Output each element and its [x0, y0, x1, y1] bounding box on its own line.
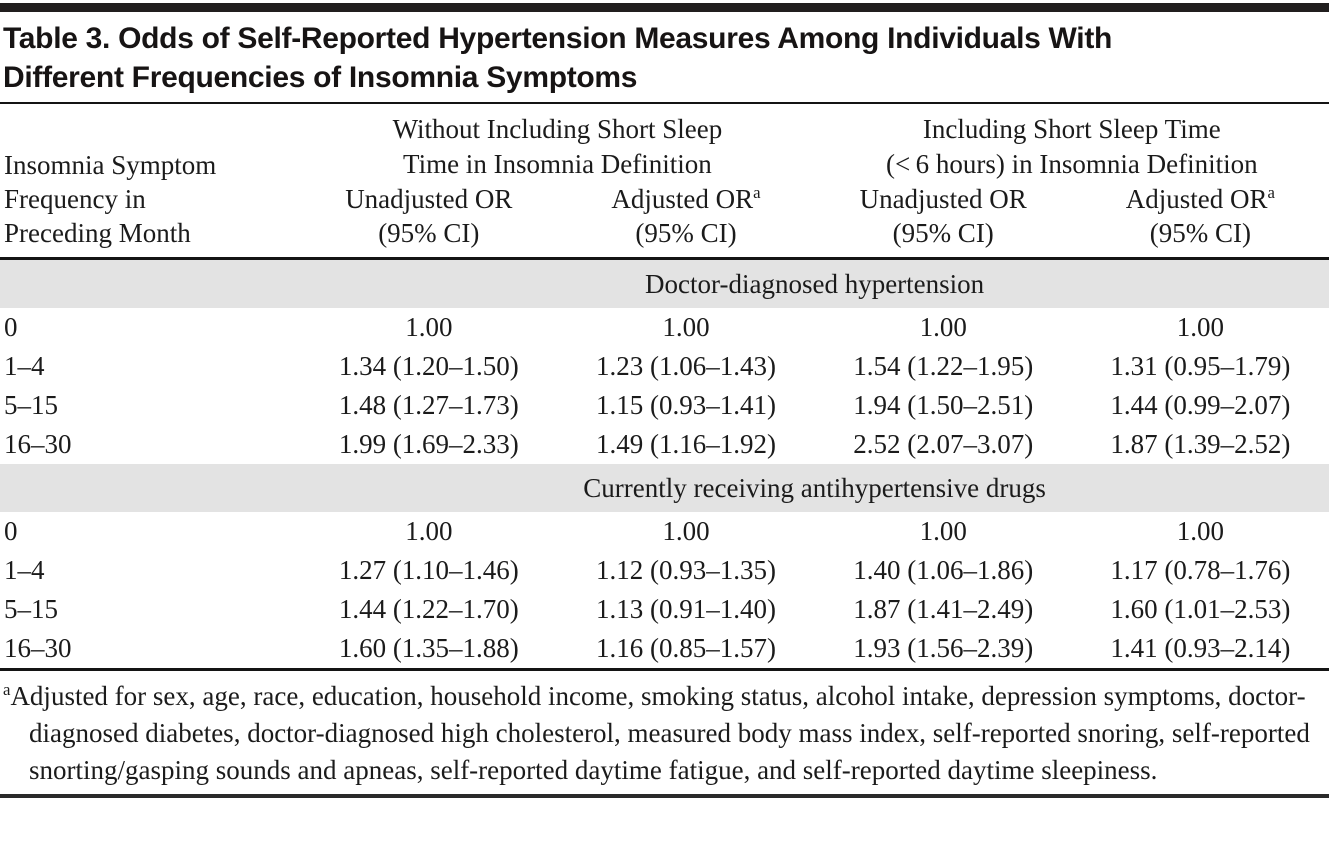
column-header-unadjusted-or-2: Unadjusted OR (95% CI) [814, 182, 1072, 260]
section-band-label: Doctor-diagnosed hypertension [300, 258, 1329, 308]
table-row: 1–4 1.27 (1.10–1.46) 1.12 (0.93–1.35) 1.… [0, 551, 1329, 590]
cell-value: 1.60 (1.35–1.88) [338, 633, 519, 663]
cell-value: 1.00 [405, 312, 453, 342]
table-row: 1–4 1.34 (1.20–1.50) 1.23 (1.06–1.43) 1.… [0, 347, 1329, 386]
cell-value: 1.40 (1.06–1.86) [853, 555, 1034, 585]
row-label: 0 [4, 516, 18, 546]
cell-value: 1.99 (1.69–2.33) [338, 429, 519, 459]
top-rule [0, 3, 1329, 12]
column-header-adjusted-or-1: Adjusted ORa (95% CI) [557, 182, 815, 260]
table-header: Insomnia Symptom Frequency in Preceding … [0, 103, 1329, 260]
row-label: 1–4 [4, 555, 45, 585]
cell-value: 1.00 [405, 516, 453, 546]
cell-value: 1.34 (1.20–1.50) [338, 351, 519, 381]
cell-value: 1.54 (1.22–1.95) [853, 351, 1034, 381]
bottom-rule [0, 794, 1329, 798]
cell-value: 1.23 (1.06–1.43) [596, 351, 776, 381]
row-label: 16–30 [4, 429, 72, 459]
cell-value: 1.00 [1176, 312, 1225, 342]
footnote-marker: a [3, 680, 11, 699]
column-header-unadjusted-or-1: Unadjusted OR (95% CI) [300, 182, 558, 260]
table-row: 16–30 1.60 (1.35–1.88) 1.16 (0.85–1.57) … [0, 629, 1329, 670]
cell-value: 1.00 [662, 516, 710, 546]
section-band-doctor-diagnosed: Doctor-diagnosed hypertension [0, 258, 1329, 308]
cell-value: 1.12 (0.93–1.35) [596, 555, 776, 585]
footnote-marker: a [1267, 183, 1275, 202]
row-label: 5–15 [4, 390, 58, 420]
cell-value: 1.93 (1.56–2.39) [853, 633, 1034, 663]
footnote-marker: a [753, 183, 761, 202]
cell-value: 1.16 (0.85–1.57) [596, 633, 776, 663]
group-header-including-short-sleep: Including Short Sleep Time (< 6 hours) i… [886, 114, 1258, 179]
section-band-label: Currently receiving antihypertensive dru… [300, 464, 1329, 512]
table-row: 5–15 1.48 (1.27–1.73) 1.15 (0.93–1.41) 1… [0, 386, 1329, 425]
cell-value: 1.41 (0.93–2.14) [1110, 633, 1291, 663]
cell-value: 1.44 (1.22–1.70) [338, 594, 519, 624]
cell-value: 1.00 [1176, 516, 1225, 546]
cell-value: 1.94 (1.50–2.51) [853, 390, 1034, 420]
cell-value: 1.44 (0.99–2.07) [1110, 390, 1291, 420]
column-header-adjusted-or-2: Adjusted ORa (95% CI) [1071, 182, 1329, 260]
cell-value: 1.00 [919, 312, 967, 342]
cell-value: 1.60 (1.01–2.53) [1110, 594, 1291, 624]
group-header-without-short-sleep: Without Including Short Sleep Time in In… [392, 114, 723, 179]
row-label: 5–15 [4, 594, 58, 624]
row-label: 0 [4, 312, 18, 342]
cell-value: 2.52 (2.07–3.07) [853, 429, 1034, 459]
cell-value: 1.87 (1.41–2.49) [853, 594, 1034, 624]
cell-value: 1.49 (1.16–1.92) [596, 429, 776, 459]
odds-table: Insomnia Symptom Frequency in Preceding … [0, 102, 1329, 671]
table-row: 16–30 1.99 (1.69–2.33) 1.49 (1.16–1.92) … [0, 425, 1329, 464]
cell-value: 1.27 (1.10–1.46) [338, 555, 519, 585]
cell-value: 1.00 [919, 516, 967, 546]
cell-value: 1.48 (1.27–1.73) [338, 390, 519, 420]
table-row: 0 1.00 1.00 1.00 1.00 [0, 512, 1329, 551]
table-row: 0 1.00 1.00 1.00 1.00 [0, 308, 1329, 347]
cell-value: 1.31 (0.95–1.79) [1110, 351, 1291, 381]
stub-column-header: Insomnia Symptom Frequency in Preceding … [0, 103, 301, 260]
cell-value: 1.17 (0.78–1.76) [1110, 555, 1291, 585]
footnote-text: Adjusted for sex, age, race, education, … [10, 681, 1310, 785]
table-row: 5–15 1.44 (1.22–1.70) 1.13 (0.91–1.40) 1… [0, 590, 1329, 629]
cell-value: 1.13 (0.91–1.40) [596, 594, 776, 624]
row-label: 1–4 [4, 351, 45, 381]
table-footnote: aAdjusted for sex, age, race, education,… [3, 678, 1329, 789]
cell-value: 1.15 (0.93–1.41) [596, 390, 776, 420]
section-band-antihypertensive-drugs: Currently receiving antihypertensive dru… [0, 464, 1329, 512]
row-label: 16–30 [4, 633, 72, 663]
cell-value: 1.87 (1.39–2.52) [1110, 429, 1291, 459]
cell-value: 1.00 [662, 312, 710, 342]
table-title: Table 3. Odds of Self-Reported Hypertens… [3, 22, 1113, 94]
